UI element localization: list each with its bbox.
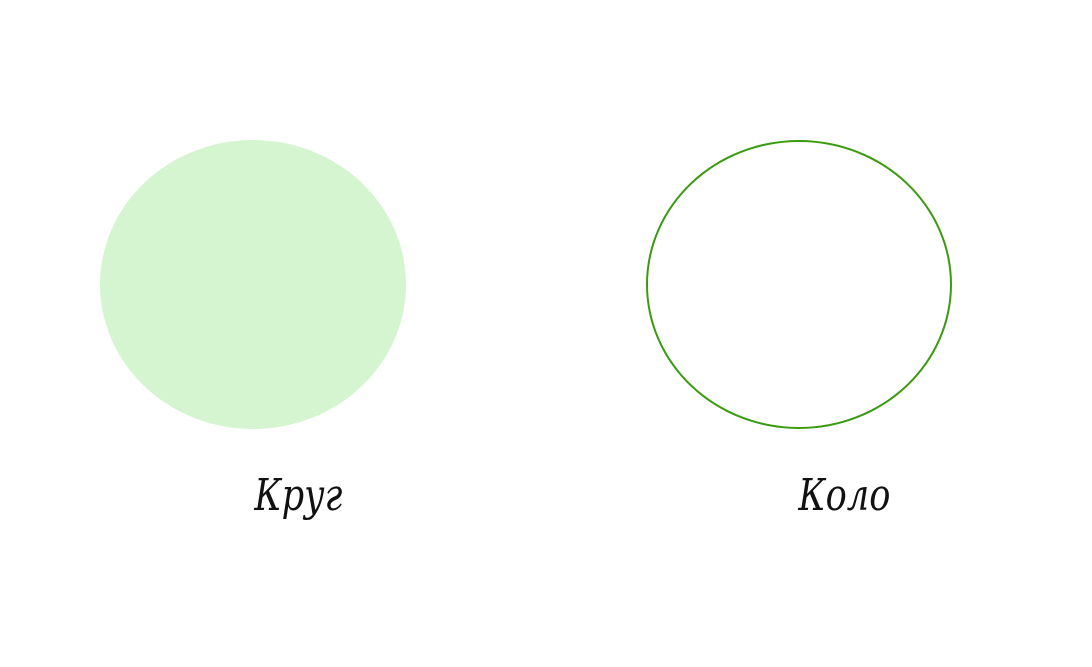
ring-figure: Коло bbox=[546, 0, 1092, 667]
circle-figure: Круг bbox=[100, 140, 406, 521]
outline-circle-shape bbox=[646, 140, 952, 429]
ring-label: Коло bbox=[798, 470, 891, 521]
filled-circle-shape bbox=[100, 140, 406, 429]
circle-label: Круг bbox=[254, 470, 343, 521]
